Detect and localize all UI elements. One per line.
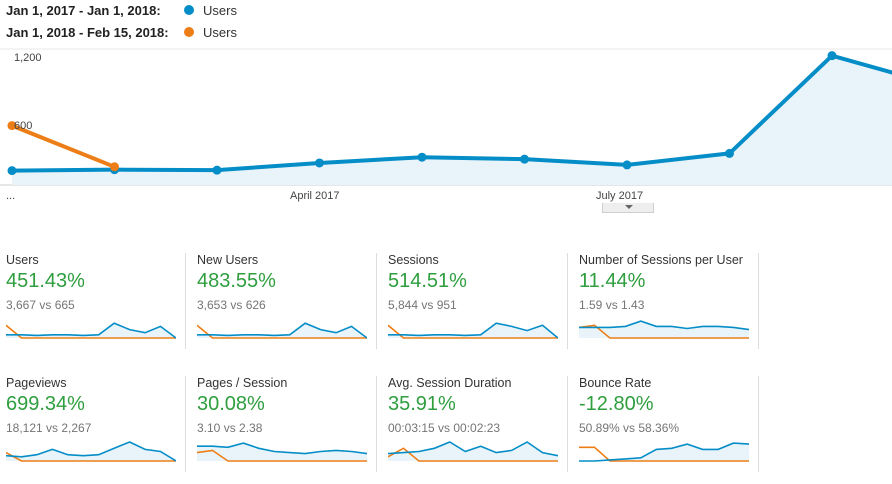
sparkline-current-line xyxy=(6,322,176,339)
scorecard-comparison: 1.59 vs 1.43 xyxy=(579,298,645,312)
scorecard-new-users[interactable]: New Users 483.55% 3,653 vs 626 xyxy=(197,253,377,349)
x-tick-label: April 2017 xyxy=(290,190,340,202)
series-line xyxy=(11,53,892,173)
area-layer xyxy=(12,55,892,185)
scorecard-change-value: 451.43% xyxy=(6,270,85,292)
sparkline xyxy=(197,322,367,339)
data-point[interactable] xyxy=(520,154,529,164)
scorecard-comparison: 18,121 vs 2,267 xyxy=(6,421,92,435)
scorecard-avg-session-duration[interactable]: Avg. Session Duration 35.91% 00:03:15 vs 0… xyxy=(388,376,568,472)
sparkline-previous-line xyxy=(388,447,558,462)
scorecard-title: Users xyxy=(6,253,39,267)
series-color-dot-icon xyxy=(184,27,194,37)
sparkline-current-line xyxy=(579,442,749,462)
scorecard-title: New Users xyxy=(197,253,259,267)
scorecard-change-value: 699.34% xyxy=(6,393,85,415)
sparkline-previous-line xyxy=(388,324,558,339)
scorecard-change-value: 11.44% xyxy=(579,270,646,292)
sparkline-current-line xyxy=(579,320,749,331)
sparkline-previous-line xyxy=(197,449,367,462)
sparkline-current-line xyxy=(6,441,176,462)
users-line-chart[interactable]: 1,200 600... April 2017 July 2017 xyxy=(0,44,892,209)
data-point[interactable] xyxy=(7,121,17,131)
x-tick-label: ... xyxy=(6,190,15,202)
scorecard-title: Sessions xyxy=(388,253,439,267)
sparkline-area xyxy=(388,323,558,338)
series-line xyxy=(11,123,116,169)
legend-metric-label: Users xyxy=(203,24,237,40)
scorecard-title: Bounce Rate xyxy=(579,376,652,390)
scorecard-comparison: 3,667 vs 665 xyxy=(6,298,75,312)
collapse-chart-button[interactable] xyxy=(602,203,654,213)
scorecard-title: Avg. Session Duration xyxy=(388,376,512,390)
sparkline-area xyxy=(579,443,749,461)
legend-item-range-1[interactable]: Jan 1, 2017 - Jan 1, 2018: Users xyxy=(6,0,306,20)
scorecard-change-value: 483.55% xyxy=(197,270,276,292)
sparkline xyxy=(6,322,176,339)
scorecard-title: Number of Sessions per User xyxy=(579,253,743,267)
scorecard-change-value: 30.08% xyxy=(197,393,265,415)
sparkline xyxy=(388,441,558,462)
series-color-dot-icon xyxy=(184,5,194,15)
sparkline-area xyxy=(6,323,176,338)
scorecard-change-value: -12.80% xyxy=(579,393,654,415)
legend-metric-label: Users xyxy=(203,2,237,18)
legend-range-label: Jan 1, 2018 - Feb 15, 2018: xyxy=(6,24,169,40)
data-point[interactable] xyxy=(212,165,222,175)
sparkline-area xyxy=(388,442,558,461)
sparkline-previous-line xyxy=(6,451,176,462)
caret-down-icon xyxy=(625,205,633,209)
scorecard-title: Pages / Session xyxy=(197,376,288,390)
scorecard-comparison: 50.89% vs 58.36% xyxy=(579,421,680,435)
sparkline-current-line xyxy=(388,441,558,457)
series-area xyxy=(12,55,892,185)
scorecard-change-value: 514.51% xyxy=(388,270,467,292)
sparkline-previous-line xyxy=(579,446,749,462)
scorecard-comparison: 00:03:15 vs 00:02:23 xyxy=(388,421,501,435)
scorecard-number-of-sessions-per-user[interactable]: Number of Sessions per User 11.44% 1.59 vs… xyxy=(579,253,759,349)
sparkline-area xyxy=(579,321,749,338)
sparkline-current-line xyxy=(388,322,558,339)
y-tick-label: 1,200 xyxy=(14,52,42,64)
legend-range-label: Jan 1, 2017 - Jan 1, 2018: xyxy=(6,2,161,18)
scorecard-comparison: 5,844 vs 951 xyxy=(388,298,457,312)
sparkline xyxy=(6,441,176,462)
scorecard-bounce-rate[interactable]: Bounce Rate -12.80% 50.89% vs 58.36% xyxy=(579,376,759,472)
legend-item-range-2[interactable]: Jan 1, 2018 - Feb 15, 2018: Users xyxy=(6,22,306,42)
scorecard-sessions[interactable]: Sessions 514.51% 5,844 vs 951 xyxy=(388,253,568,349)
line-layer xyxy=(11,53,892,173)
scorecard-comparison: 3.10 vs 2.38 xyxy=(197,421,263,435)
sparkline xyxy=(579,442,749,462)
data-point[interactable] xyxy=(725,148,734,158)
data-point[interactable] xyxy=(827,51,837,61)
scorecard-pages-session[interactable]: Pages / Session 30.08% 3.10 vs 2.38 xyxy=(197,376,377,472)
sparkline xyxy=(197,442,367,462)
scorecard-users[interactable]: Users 451.43% 3,667 vs 665 xyxy=(6,253,186,349)
x-tick-label: July 2017 xyxy=(596,190,643,202)
data-point[interactable] xyxy=(417,152,427,162)
sparkline xyxy=(579,320,749,339)
scorecard-pageviews[interactable]: Pageviews 699.34% 18,121 vs 2,267 xyxy=(6,376,186,472)
sparkline-area xyxy=(197,323,367,338)
scorecard-comparison: 3,653 vs 626 xyxy=(197,298,266,312)
data-point[interactable] xyxy=(622,160,632,170)
sparkline-previous-line xyxy=(197,324,367,339)
sparkline xyxy=(388,322,558,339)
data-point[interactable] xyxy=(315,158,324,168)
sparkline-previous-line xyxy=(6,324,176,339)
label-layer: 1,200 600... April 2017 July 2017 xyxy=(6,52,643,202)
sparkline-current-line xyxy=(197,322,367,339)
data-point[interactable] xyxy=(7,166,17,176)
point-layer xyxy=(7,51,837,176)
sparkline-area xyxy=(6,442,176,461)
data-point[interactable] xyxy=(110,162,119,172)
sparkline-previous-line xyxy=(579,324,749,339)
sparkline-current-line xyxy=(197,442,367,455)
scorecard-title: Pageviews xyxy=(6,376,67,390)
scorecard-change-value: 35.91% xyxy=(388,393,456,415)
y-tick-label: 600 xyxy=(14,120,32,132)
